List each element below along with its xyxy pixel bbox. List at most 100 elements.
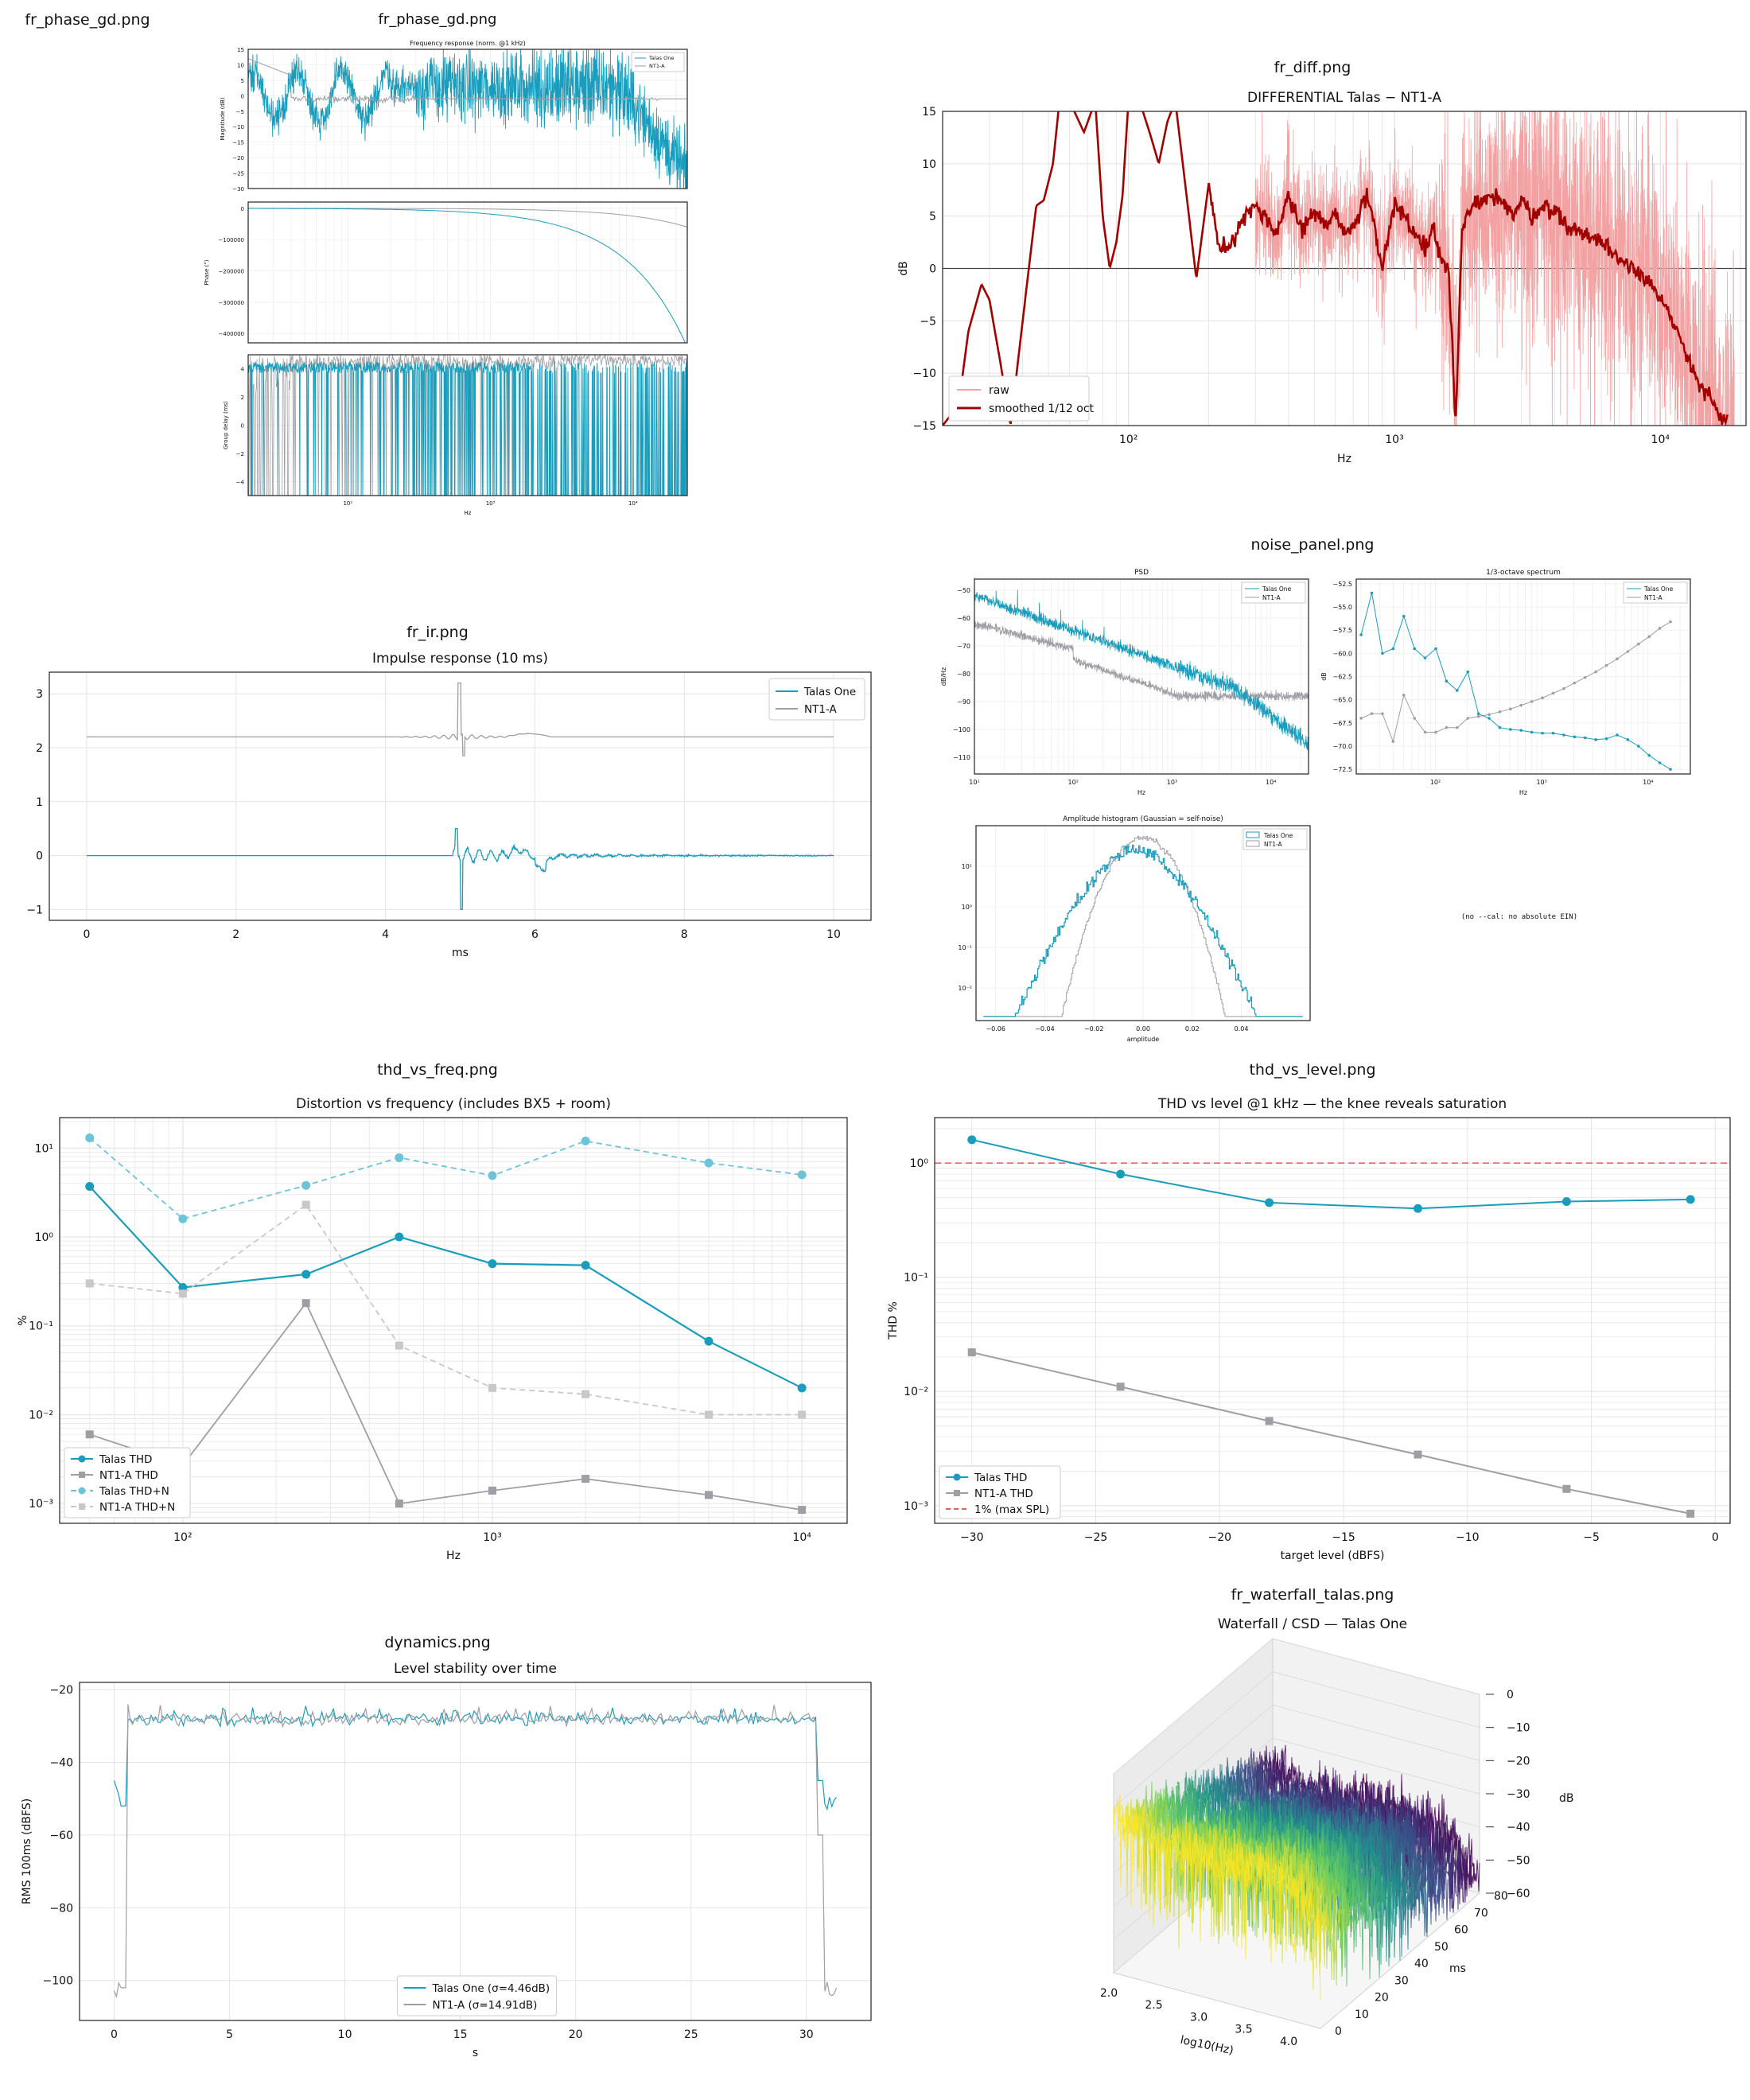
x-tick-label: 25 [684,2028,698,2041]
oct-point [1647,754,1651,757]
oct-point [1499,726,1502,729]
oct-point [1519,729,1522,732]
oct-point [1573,736,1577,739]
legend-label: NT1-A THD [974,1488,1033,1500]
series-line [90,1205,802,1415]
x-axis-label: log10(Hz) [1179,2034,1235,2058]
x-tick-label: 10¹ [969,779,979,786]
oct-point [1477,712,1480,715]
y-tick-label: 10 [1355,2009,1369,2021]
y-axis-label: RMS 100ms (dBFS) [21,1799,33,1904]
data-point [178,1215,187,1223]
legend-label: NT1-A [804,703,838,716]
y-tick-label: 0 [241,206,244,212]
data-point [488,1487,496,1495]
x-tick-label: 0.02 [1185,1025,1200,1032]
x-tick-label: 2 [232,928,239,941]
fr-diff-chart: DIFFERENTIAL Talas − NT1-A−15−10−5051015… [875,80,1750,493]
data-point [302,1201,310,1209]
oct-point [1456,726,1459,729]
oct-point [1488,717,1491,720]
oct-title: 1/3-octave spectrum [1486,569,1561,577]
oct-point [1466,717,1469,720]
oct-point [1541,697,1544,700]
oct-point [1584,676,1587,679]
y-tick-label: −62.5 [1332,674,1352,681]
x-tick-label: 10³ [1536,779,1546,786]
y-tick-label: 20 [1375,1992,1389,2005]
y-tick-label: −5 [920,315,936,328]
y-tick-label: −50 [957,587,970,594]
x-tick-label: 15 [453,2028,468,2041]
y-tick-label: −5 [236,109,244,115]
y-tick-label: −400000 [218,331,244,337]
series-line [972,1352,1691,1514]
chart-title: Level stability over time [394,1661,557,1677]
x-tick-label: −30 [960,1531,984,1544]
oct-point [1637,745,1640,748]
y-tick-label: 10⁻¹ [29,1320,53,1333]
data-point [395,1342,403,1350]
x-tick-label: −15 [1332,1531,1355,1544]
data-point [705,1410,713,1418]
y-tick-label: 10⁻¹ [958,944,972,951]
data-point [581,1475,589,1483]
legend-label: NT1-A [649,63,665,69]
legend-label: raw [989,384,1009,397]
legend-label: NT1-A [1264,841,1283,848]
x-tick-label: 10⁴ [628,500,638,507]
data-point [1116,1170,1125,1179]
x-tick-label: 10³ [483,1531,501,1544]
oct-point [1541,732,1544,735]
y-tick-label: 1 [36,796,43,809]
y-tick-label: 10⁰ [910,1157,929,1170]
y-tick-label: 10⁰ [35,1231,54,1244]
oct-point [1627,650,1630,653]
x-tick-label: −5 [1583,1531,1600,1544]
file-label-thd-level: thd_vs_level.png [875,1061,1750,1079]
file-label-waterfall: fr_waterfall_talas.png [875,1586,1750,1604]
x-tick-label: 2.0 [1100,1987,1118,2000]
thd-vs-freq-chart: Distortion vs frequency (includes BX5 + … [0,1082,875,1591]
y-tick-label: 0 [241,93,244,99]
y-tick-label: 10⁻² [29,1409,53,1421]
legend-label: Talas One (σ=4.46dB) [432,1982,550,1995]
y-tick-label: 4 [241,367,245,373]
file-label-fr-ir: fr_ir.png [0,624,875,641]
oct-point [1509,708,1512,711]
x-tick-label: 10⁴ [1266,779,1276,786]
plot-frame [80,1682,871,2020]
oct-point [1605,737,1608,741]
y-tick-label: −70.0 [1332,743,1352,750]
x-tick-label: 10² [173,1531,192,1544]
x-tick-label: 10⁴ [792,1531,811,1544]
oct-point [1530,700,1534,703]
y-tick-label: −10 [912,368,936,380]
x-tick-label: 0 [111,2028,118,2041]
y-tick-label: −67.5 [1332,720,1352,727]
y-tick-label: −60 [49,1830,73,1842]
z-axis-label: dB [1559,1792,1574,1805]
x-axis-label: target level (dBFS) [1281,1550,1385,1562]
oct-point [1371,712,1374,715]
oct-point [1381,712,1384,715]
x-tick-label: 10³ [486,500,496,507]
nt1a-phase-line [248,208,687,228]
y-tick-label: 5 [929,211,936,224]
y-axis-label: dB [897,261,910,276]
y-tick-label: −60 [957,615,970,622]
y-axis-label: ms [1449,1962,1466,1975]
legend-label: NT1-A THD [99,1469,158,1482]
x-tick-label: 2.5 [1145,1999,1162,2012]
y-tick-label: 50 [1434,1941,1449,1954]
plot-frame [935,1118,1730,1523]
data-point [1686,1510,1694,1518]
x-tick-label: −10 [1456,1531,1480,1544]
series-line [90,1187,802,1388]
data-point [1117,1382,1125,1390]
data-point [968,1348,976,1356]
y-tick-label: −110 [953,754,970,761]
legend-marker [954,1490,960,1496]
subplot-title: Frequency response (norm. @1 kHz) [410,40,525,47]
data-point [1414,1451,1421,1459]
